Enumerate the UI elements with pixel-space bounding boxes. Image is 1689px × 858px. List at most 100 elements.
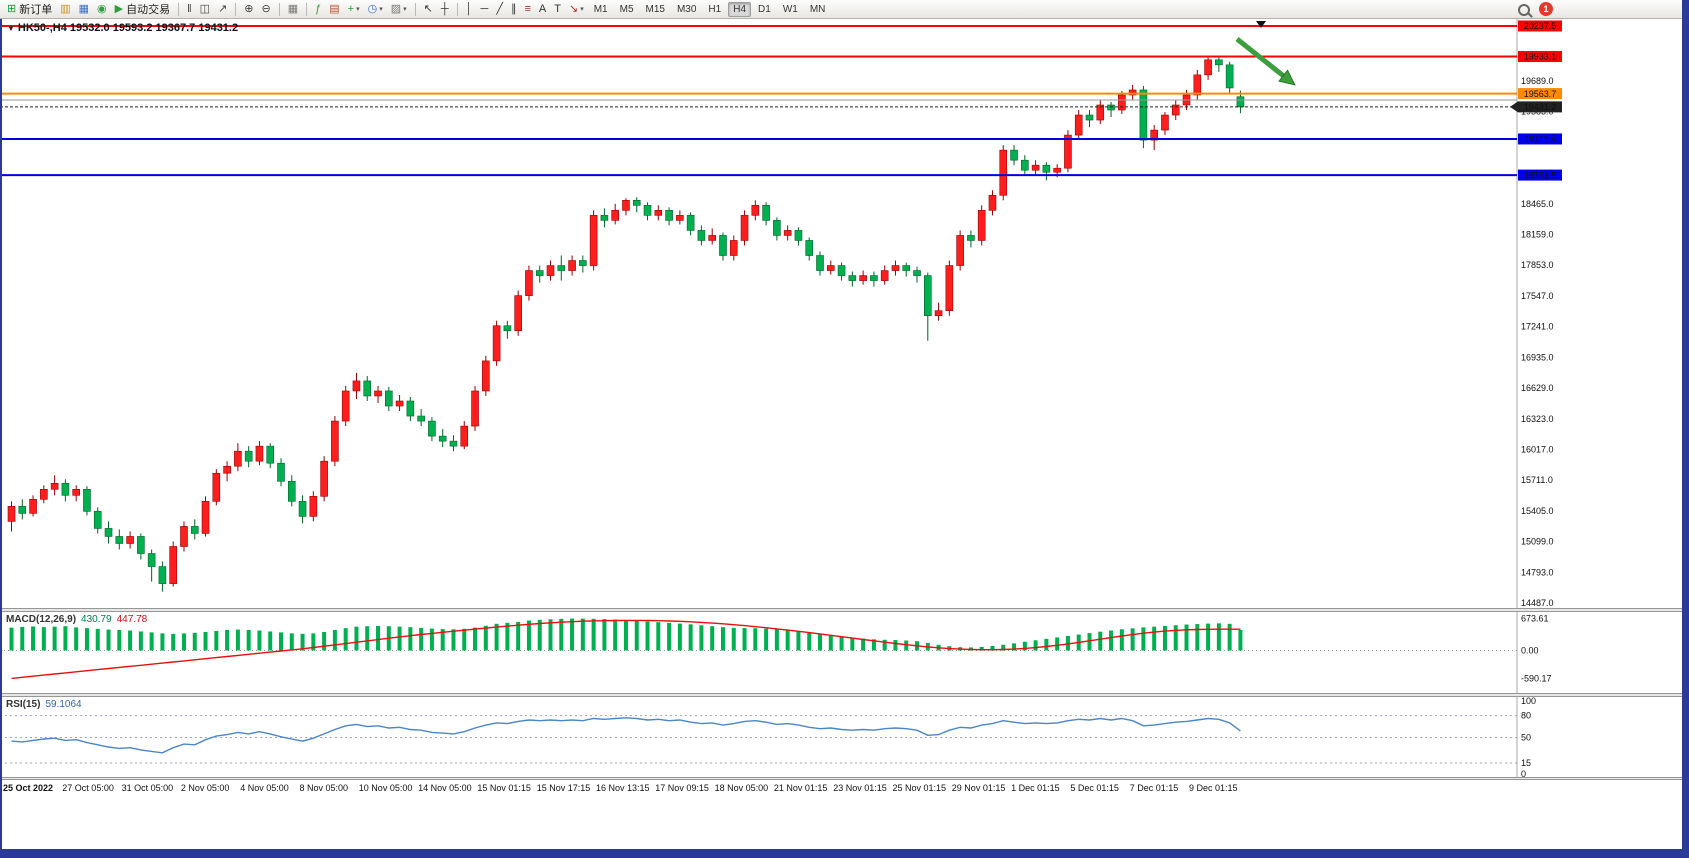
search-icon[interactable] — [1518, 3, 1530, 16]
text-button[interactable]: A — [536, 1, 549, 17]
timeframe-mn-button[interactable]: MN — [809, 3, 826, 15]
timeframe-m30-button[interactable]: M30 — [676, 3, 697, 15]
bar-chart-button[interactable]: ‖ — [184, 1, 195, 17]
panel-separator[interactable] — [0, 777, 1682, 780]
macd-value: 430.79 — [81, 614, 112, 625]
price-axis-label: 17853.0 — [1521, 260, 1554, 270]
window-border-left — [0, 19, 2, 849]
autotrading-button[interactable]: ▶ 自动交易 — [112, 1, 173, 17]
timeframe-m5-button[interactable]: M5 — [619, 3, 634, 15]
fibonacci-icon: ≡ — [524, 3, 531, 15]
small-arrow-marker[interactable] — [1256, 21, 1266, 28]
dropdown-caret-icon[interactable]: ▾ — [580, 6, 584, 13]
text-label-button[interactable]: T — [551, 1, 564, 17]
price-axis-label: 14487.0 — [1521, 598, 1554, 608]
horizontal-line-icon: ─ — [480, 3, 489, 15]
rsi-label: RSI(15) 59.1064 — [6, 699, 82, 710]
price-chart-panel[interactable]: 19689.019383.018465.018159.017853.017547… — [0, 19, 1682, 608]
rsi-scale-label: 0 — [1521, 769, 1526, 777]
panel-separator[interactable] — [0, 608, 1682, 612]
fibonacci-button[interactable]: ≡ — [521, 1, 533, 17]
line-chart-icon: ↗ — [218, 3, 228, 15]
time-axis-label: 21 Nov 01:15 — [773, 783, 828, 793]
arrows-icon: ↘ — [568, 3, 579, 15]
toolbar: ⊞ 新订单 ▥ ▦ ◉ ▶ 自动交易 ‖ ◫ ↗ ⊕ ⊖ ▦ ƒ ▤ + ▾ ◷ ▾ ▨ ▾ ↖ ┼ │ ─ ╱ ∥ ≡ A T ↘ ▾ M1… — [0, 0, 1682, 19]
timeframe-m15-button[interactable]: M15 — [645, 3, 665, 15]
arrows-button[interactable]: ↘ ▾ — [566, 1, 587, 17]
zoom-out-button[interactable]: ⊖ — [259, 1, 274, 17]
add-indicator-button[interactable]: + ▾ — [345, 1, 363, 17]
time-axis-label: 23 Nov 01:15 — [833, 783, 887, 793]
rsi-panel[interactable]: 100 80 50 15 0 RSI(15) 59.1064 — [0, 697, 1682, 777]
macd-panel[interactable]: 673.61 0.00 -590.17 MACD(12,26,9) 430.79 447… — [0, 612, 1682, 693]
toolbar-separator — [178, 2, 180, 16]
time-axis[interactable]: 25 Oct 2022 27 Oct 05:00 31 Oct 05:00 2 Nov… — [0, 780, 1682, 798]
trendline-icon: ╱ — [496, 3, 503, 15]
price-axis-label: 18159.0 — [1521, 230, 1554, 240]
svg-text:19563.7: 19563.7 — [1524, 89, 1557, 99]
toolbar-separator — [456, 2, 458, 16]
navigator-icon: ◉ — [97, 3, 107, 15]
trend-arrow-annotation[interactable] — [1235, 37, 1296, 86]
timeframe-d1-button[interactable]: D1 — [758, 3, 771, 15]
price-axis-label: 16323.0 — [1521, 414, 1554, 424]
objects-list-button[interactable]: ▤ — [326, 1, 342, 17]
periods-button[interactable]: ◷ ▾ — [365, 1, 386, 17]
templates-button[interactable]: ▨ ▾ — [388, 1, 410, 17]
notification-badge[interactable]: 1 — [1539, 2, 1553, 16]
dropdown-caret-icon[interactable]: ▾ — [356, 6, 360, 13]
add-indicator-icon: + — [347, 3, 355, 15]
text-label-icon: T — [554, 3, 561, 15]
channel-button[interactable]: ∥ — [508, 1, 520, 17]
price-axis-label: 15711.0 — [1521, 475, 1553, 485]
timeframe-h4-button[interactable]: H4 — [728, 1, 752, 17]
dropdown-caret-icon[interactable]: ▾ — [379, 6, 383, 13]
time-axis-label: 15 Nov 17:15 — [536, 783, 591, 793]
cursor-button[interactable]: ↖ — [421, 1, 436, 17]
chart-title: ▼ HK50-,H4 19532.0 19593.2 19367.7 19431.… — [7, 22, 238, 34]
data-window-button[interactable]: ▦ — [76, 1, 92, 17]
price-badge: 19563.7 — [1518, 88, 1562, 100]
macd-scale[interactable]: 673.61 0.00 -590.17 — [1521, 613, 1552, 683]
timeframe-h1-button[interactable]: H1 — [708, 3, 722, 15]
channel-icon: ∥ — [510, 3, 517, 15]
candlestick-chart-button[interactable]: ◫ — [197, 1, 213, 17]
time-axis-label: 10 Nov 05:00 — [358, 783, 413, 793]
new-order-button[interactable]: ⊞ 新订单 — [4, 1, 55, 17]
templates-icon: ▨ — [390, 3, 402, 15]
zoom-in-icon: ⊕ — [244, 3, 254, 15]
price-axis-label: 18465.0 — [1521, 199, 1554, 209]
dropdown-caret-icon[interactable]: ▾ — [403, 6, 407, 13]
indicators-button[interactable]: ƒ — [312, 1, 324, 17]
window-border-right — [1682, 0, 1689, 858]
tile-windows-button[interactable]: ▦ — [285, 1, 301, 17]
rsi-scale[interactable]: 100 80 50 150 — [1521, 697, 1536, 777]
timeframe-toolbar: M1 M5 M15 M30 H1 H4 D1 W1 MN — [588, 0, 832, 18]
time-axis-label: 9 Dec 01:15 — [1189, 783, 1238, 793]
panel-separator[interactable] — [0, 693, 1682, 697]
chart-window-button[interactable]: ▥ — [57, 1, 73, 17]
trendline-button[interactable]: ╱ — [493, 1, 506, 17]
timeframe-w1-button[interactable]: W1 — [782, 3, 798, 15]
crosshair-button[interactable]: ┼ — [438, 1, 452, 17]
price-axis-label: 14793.0 — [1521, 567, 1554, 577]
price-axis[interactable]: 19689.019383.018465.018159.017853.017547… — [1521, 76, 1554, 608]
collapse-arrow-icon[interactable]: ▼ — [7, 24, 15, 33]
line-chart-button[interactable]: ↗ — [215, 1, 230, 17]
horizontal-line-button[interactable]: ─ — [478, 1, 492, 17]
svg-text:19431.2: 19431.2 — [1524, 102, 1557, 112]
macd-label: MACD(12,26,9) 430.79 447.78 — [6, 614, 147, 625]
zoom-in-button[interactable]: ⊕ — [241, 1, 256, 17]
navigator-button[interactable]: ◉ — [94, 1, 110, 17]
vertical-line-button[interactable]: │ — [463, 1, 476, 17]
periods-icon: ◷ — [367, 3, 378, 15]
price-axis-label: 16017.0 — [1521, 444, 1554, 454]
toolbar-separator — [414, 2, 416, 16]
toolbar-buttons: ⊞ 新订单 ▥ ▦ ◉ ▶ 自动交易 ‖ ◫ ↗ ⊕ ⊖ ▦ ƒ ▤ + ▾ ◷ ▾ ▨ ▾ ↖ ┼ │ ─ ╱ ∥ ≡ A T ↘ ▾ — [3, 0, 588, 18]
toolbar-separator — [235, 2, 237, 16]
new-order-icon: ⊞ — [7, 3, 17, 15]
chart-window-icon: ▥ — [60, 3, 71, 15]
time-axis-label: 15 Nov 01:15 — [477, 783, 531, 793]
timeframe-m1-button[interactable]: M1 — [593, 3, 608, 15]
window-border-bottom — [0, 849, 1689, 858]
